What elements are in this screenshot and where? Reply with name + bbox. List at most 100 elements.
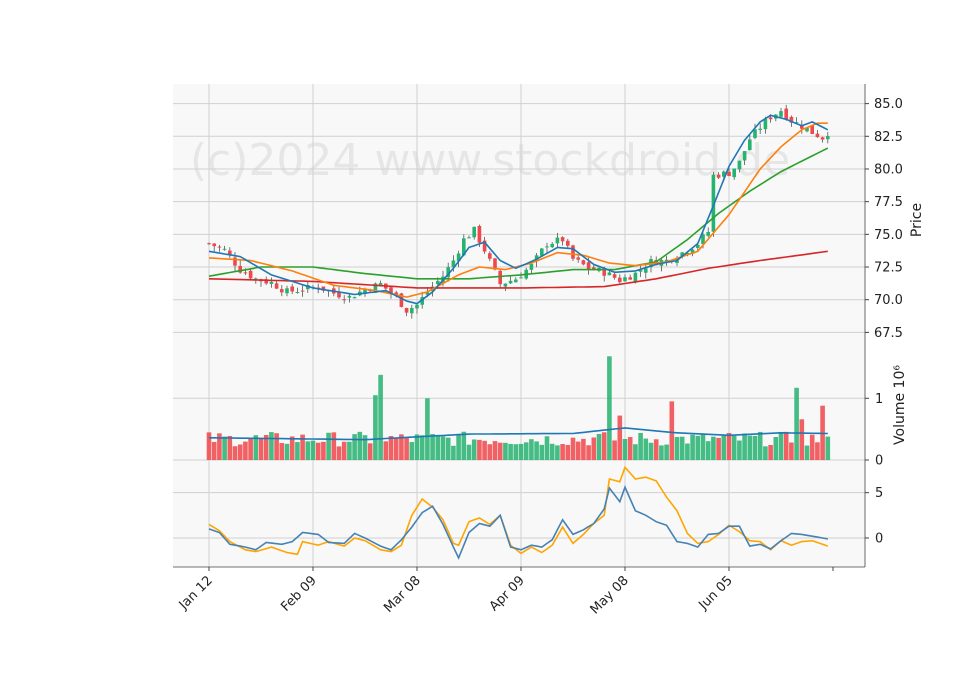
ma-slow-line bbox=[208, 147, 829, 280]
candle bbox=[529, 262, 534, 274]
volume-bar bbox=[388, 435, 394, 460]
candle-body bbox=[602, 268, 606, 276]
candle bbox=[758, 123, 762, 135]
volume-bar bbox=[643, 438, 649, 460]
candle-body bbox=[768, 117, 773, 120]
volume-bar bbox=[508, 443, 513, 460]
volume-bar bbox=[461, 431, 467, 460]
candle-body bbox=[763, 119, 768, 130]
candle-body bbox=[805, 127, 809, 132]
volume-bar bbox=[742, 433, 747, 460]
oscillator-tick-label: 5 bbox=[875, 486, 883, 501]
volume-tick-label: 1 bbox=[875, 392, 883, 407]
volume-bar bbox=[336, 446, 342, 460]
volume-bar bbox=[711, 436, 716, 460]
volume-bar bbox=[794, 387, 799, 460]
candle bbox=[800, 120, 804, 134]
candle-body bbox=[628, 277, 632, 280]
volume-bar bbox=[565, 445, 571, 460]
candle-body bbox=[690, 249, 695, 254]
volume-bar bbox=[357, 431, 363, 460]
volume-bar bbox=[825, 436, 831, 460]
volume-bar bbox=[466, 444, 472, 460]
candle-body bbox=[488, 253, 492, 259]
candle-body bbox=[789, 116, 794, 123]
candle-body bbox=[680, 252, 684, 257]
candle bbox=[212, 243, 216, 252]
volume-bar bbox=[284, 443, 290, 460]
volume-bar bbox=[518, 443, 524, 460]
volume-bar bbox=[617, 415, 623, 460]
candle bbox=[555, 232, 560, 248]
candle-body bbox=[519, 277, 523, 279]
candle-body bbox=[664, 259, 669, 262]
candle-body bbox=[612, 274, 617, 278]
volume-bar bbox=[477, 439, 482, 460]
volume-bar bbox=[747, 435, 753, 460]
candle-body bbox=[732, 168, 736, 178]
volume-bar bbox=[222, 436, 227, 460]
volume-tick-label: 0 bbox=[875, 454, 883, 469]
volume-bar bbox=[783, 431, 789, 460]
volume-bar bbox=[716, 437, 721, 460]
candle-body bbox=[540, 248, 544, 256]
volume-bar bbox=[674, 436, 680, 460]
candle bbox=[415, 304, 419, 314]
volume-bar bbox=[404, 438, 409, 460]
candle bbox=[737, 160, 742, 173]
candle-body bbox=[436, 281, 440, 285]
candle bbox=[269, 277, 274, 288]
price-tick-label: 80.0 bbox=[874, 162, 903, 177]
volume-bar bbox=[258, 437, 264, 460]
price-tick-label: 77.5 bbox=[874, 195, 903, 210]
volume-bar bbox=[326, 432, 331, 460]
candle bbox=[784, 104, 788, 121]
candle-body bbox=[498, 270, 502, 285]
candle-body bbox=[566, 240, 570, 246]
volume-bar bbox=[482, 440, 487, 460]
volume-bar bbox=[347, 441, 352, 460]
candle bbox=[290, 283, 294, 295]
candle bbox=[207, 242, 211, 246]
ma-fast-line bbox=[208, 114, 829, 305]
volume-bar bbox=[778, 431, 784, 460]
volume-bar bbox=[596, 433, 602, 460]
volume-bar bbox=[664, 444, 669, 460]
candle-body bbox=[514, 279, 518, 283]
panel-backgrounds bbox=[173, 84, 865, 567]
candle-body bbox=[560, 237, 565, 242]
volume-bar bbox=[425, 398, 430, 460]
volume-bar bbox=[560, 444, 565, 460]
candle-body bbox=[222, 248, 227, 250]
candle-body bbox=[254, 278, 258, 280]
volume-bar bbox=[409, 442, 415, 460]
candle-body bbox=[347, 295, 352, 298]
candle-body bbox=[410, 308, 414, 314]
volume-bar bbox=[581, 438, 586, 460]
oscillator-lines bbox=[208, 465, 829, 560]
candle-body bbox=[503, 283, 508, 287]
volume-bar bbox=[809, 434, 815, 460]
candle bbox=[826, 131, 830, 144]
candle bbox=[545, 242, 549, 254]
volume-bar bbox=[534, 441, 539, 460]
candle-body bbox=[810, 125, 814, 134]
volume-bar bbox=[586, 445, 591, 460]
volume-bar bbox=[471, 439, 477, 460]
candle-body bbox=[425, 292, 430, 295]
x-tick-label: Feb 09 bbox=[278, 573, 320, 615]
volume-bar bbox=[419, 435, 425, 460]
candle bbox=[352, 296, 357, 299]
candle-body bbox=[508, 280, 513, 284]
candle bbox=[628, 274, 632, 280]
candle-body bbox=[618, 277, 622, 283]
candle-body bbox=[784, 108, 788, 120]
candle bbox=[732, 168, 736, 180]
candle-body bbox=[467, 237, 471, 239]
candle bbox=[274, 280, 279, 290]
volume-bar bbox=[289, 436, 295, 460]
candle-body bbox=[300, 290, 305, 292]
volume-bar bbox=[731, 435, 737, 460]
volume-bar bbox=[310, 440, 316, 460]
